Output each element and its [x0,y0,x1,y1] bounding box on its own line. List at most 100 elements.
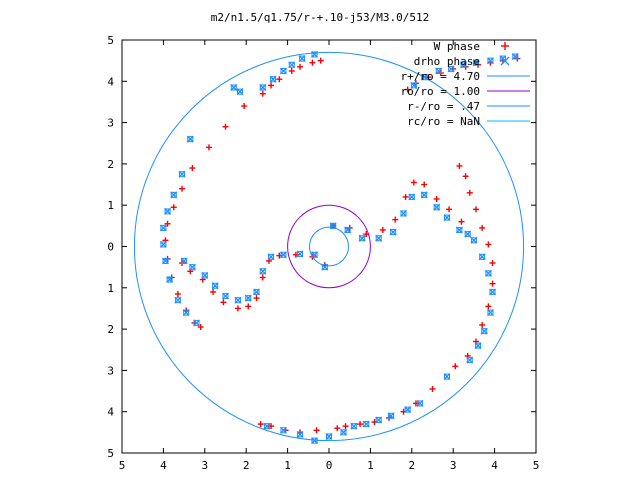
w-phase-point [241,103,248,110]
w-phase-point [456,162,463,169]
drho-phase-point [420,191,428,199]
drho-phase-point [170,191,178,199]
drho-phase-point [484,269,492,277]
drho-phase-point [253,288,261,296]
legend-swatch-w-phase [501,42,509,50]
drho-phase-point [344,226,352,234]
x-tick-label: 3 [201,459,208,472]
legend-swatch-drho-phase [500,56,510,66]
w-phase-point [234,305,241,312]
drho-phase-point [480,327,488,335]
legend-label-r-plus: r+/ro = 4.70 [401,70,480,83]
drho-phase-point [166,276,174,283]
drho-phase-point [164,207,171,215]
drho-phase-point [404,406,412,414]
drho-phase-point [230,84,238,91]
w-phase-point [489,260,496,267]
drho-phase-point [489,288,496,296]
drho-phase-point [474,342,482,350]
drho-phase-point [211,282,219,290]
drho-phase-point [298,55,306,63]
drho-phase-point [358,234,366,242]
y-tick-label: 4 [107,406,114,419]
drho-phase-point [470,236,478,244]
w-phase-point [462,173,469,180]
w-phase-point [309,59,316,66]
w-phase-point [259,274,266,281]
drho-phase-point [443,373,451,381]
drho-phase-point [478,253,486,261]
w-phase-point [259,90,266,97]
drho-phase-point [162,257,169,265]
drho-phase-point [447,65,455,73]
x-tick-label: 4 [160,459,167,472]
x-tick-label: 4 [491,459,498,472]
drho-phase-point [487,57,494,65]
w-phase-point [197,324,204,331]
w-phase-point [363,231,370,238]
w-phase-point [268,82,275,89]
y-tick-label: 3 [107,364,114,377]
drho-phase-point [416,399,424,407]
x-tick-label: 5 [119,459,126,472]
w-phase-point [245,303,252,310]
x-tick-label: 0 [326,459,333,472]
drho-phase-point [511,53,519,60]
drho-phase-point [201,271,209,279]
drho-phase-point [311,437,318,445]
drho-phase-point [455,226,463,234]
drho-phase-point [400,210,407,217]
w-phase-point [485,303,492,310]
drho-phase-point [174,296,182,304]
w-phase-point [297,63,304,70]
drho-phase-point [186,135,194,143]
drho-phase-point [280,251,287,259]
drho-phase-point [182,309,190,317]
w-phase-point [222,123,229,130]
drho-phase-point [259,84,267,91]
w-phase-point [479,321,486,328]
w-phase-point [164,220,171,227]
w-phase-point [472,206,479,213]
drho-phase-point [311,50,318,58]
w-phase-point [479,224,486,231]
legend-label-w-phase: W phase [434,40,480,53]
drho-phase-point [159,224,167,232]
drho-phase-point [460,61,468,69]
drho-phase-point [464,230,472,238]
w-phase-point [392,216,399,223]
y-tick-label: 1 [107,199,114,212]
x-tick-label: 2 [243,459,250,472]
w-phase-point [205,144,212,151]
drho-phase-point [321,263,329,271]
drho-phase-point [472,59,480,67]
circle-2 [309,226,349,267]
drho-phase-point [222,292,229,300]
w-phase-point [220,299,227,306]
drho-phase-point [410,81,418,89]
drho-phase-point [159,240,167,248]
drho-phase-point [408,193,416,201]
w-phase-point [433,196,440,203]
w-phase-point [313,427,320,434]
y-tick-label: 2 [107,158,114,171]
circle-0 [133,51,525,442]
drho-phase-point [193,319,200,327]
drho-phase-point [280,67,287,75]
y-tick-label: 1 [107,282,114,295]
w-phase-point [421,181,428,188]
drho-phase-point [433,203,441,211]
w-phase-point [458,218,465,225]
w-phase-point [288,67,295,74]
drho-phase-point [180,257,188,265]
drho-phase-point [420,73,428,81]
drho-phase-point [269,75,277,83]
drho-phase-point [178,170,186,178]
w-phase-point [446,206,453,213]
w-phase-point [257,421,264,428]
x-tick-label: 1 [367,459,374,472]
drho-phase-point [487,309,494,317]
y-tick-label: 5 [107,34,114,47]
legend-label-drho-phase: drho phase [414,55,480,68]
